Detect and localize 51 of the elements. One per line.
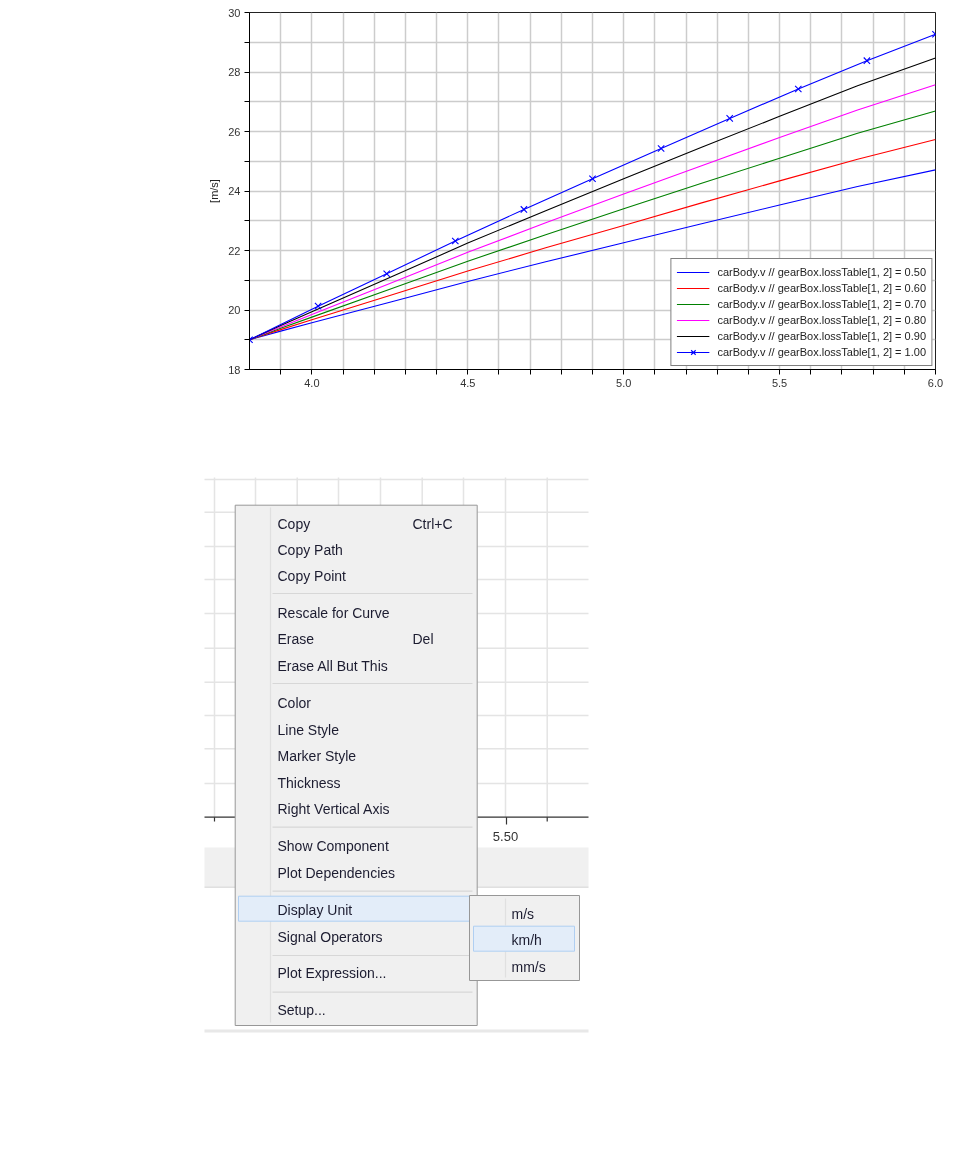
- point: [863, 56, 871, 65]
- legend-label: carBody.v // gearBox.lossTable[1, 2] = 0.70: [717, 297, 926, 312]
- point: [725, 114, 734, 123]
- text: Erase: [277, 630, 315, 647]
- text: Line Style: [277, 721, 340, 738]
- text: Display Unit: [277, 901, 353, 918]
- point: [314, 302, 322, 310]
- y-tick-label: 26: [228, 125, 241, 138]
- point: [794, 85, 803, 93]
- text: Show Component: [277, 837, 389, 854]
- text: Marker Style: [277, 747, 357, 764]
- text: Thickness: [277, 774, 341, 791]
- x-tick-label: 6.0: [927, 376, 944, 389]
- text: km/h: [511, 931, 542, 948]
- legend-label: carBody.v // gearBox.lossTable[1, 2] = 0.50: [717, 265, 926, 280]
- y-tick-label: 24: [228, 185, 241, 197]
- y-tick-label: 28: [228, 66, 241, 78]
- x-tick-label: 4.5: [460, 376, 476, 389]
- text: Ctrl+C: [412, 515, 453, 532]
- legend-label: carBody.v // gearBox.lossTable[1, 2] = 0.80: [717, 313, 926, 328]
- point: [382, 269, 391, 278]
- legend-label: carBody.v // gearBox.lossTable[1, 2] = 0.60: [717, 281, 926, 296]
- point: [451, 237, 460, 245]
- point: [588, 175, 597, 183]
- text: Rescale for Curve: [277, 604, 390, 621]
- text: Copy Point: [277, 567, 347, 584]
- text: Copy Path: [277, 541, 343, 558]
- legend-label: carBody.v // gearBox.lossTable[1, 2] = 0.90: [717, 329, 926, 344]
- y-tick-label: 30: [228, 6, 241, 19]
- text: Signal Operators: [277, 928, 383, 945]
- x-tick-label: 5.0: [616, 376, 632, 389]
- y-tick-label: 18: [228, 363, 241, 376]
- y-axis-title: [m/s]: [208, 179, 221, 203]
- text: Erase All But This: [277, 657, 388, 674]
- text: mm/s: [511, 958, 546, 975]
- y-tick-label: 22: [228, 244, 241, 257]
- text: 5.50: [492, 829, 519, 844]
- text: Plot Expression...: [277, 964, 387, 981]
- y-tick-label: 20: [228, 304, 241, 316]
- point: [657, 144, 665, 153]
- text: Copy: [277, 515, 311, 532]
- text: Color: [277, 694, 312, 711]
- text: Setup...: [277, 1001, 326, 1018]
- text: Del: [412, 630, 434, 647]
- text: Plot Dependencies: [277, 864, 396, 881]
- text: m/s: [511, 905, 535, 922]
- point: [520, 205, 528, 214]
- x-tick-label: 4.0: [304, 376, 320, 389]
- x-tick-label: 5.5: [771, 376, 788, 389]
- text: Right Vertical Axis: [277, 800, 390, 817]
- legend-label: carBody.v // gearBox.lossTable[1, 2] = 1.00: [717, 345, 926, 360]
